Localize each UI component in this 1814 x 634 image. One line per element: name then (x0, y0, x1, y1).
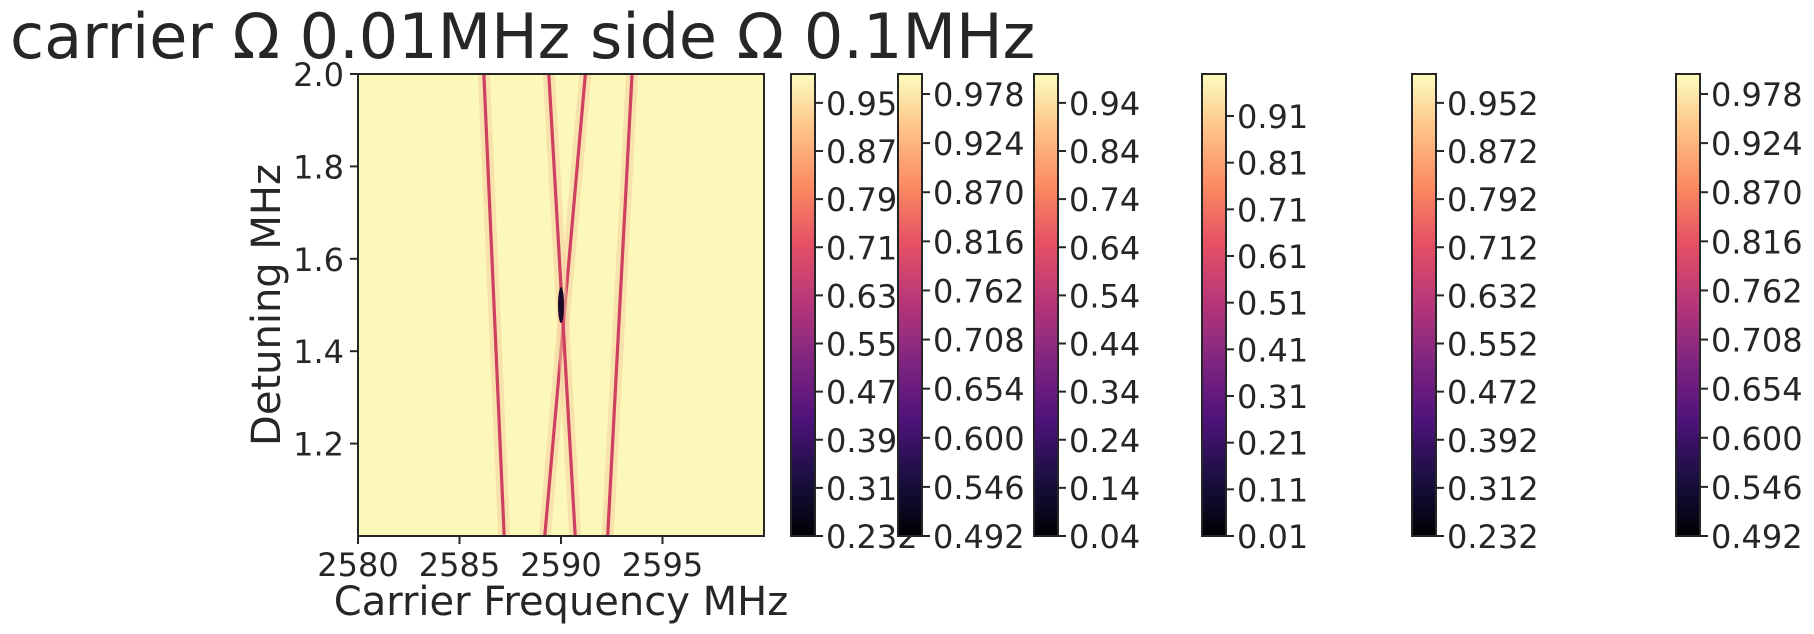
x-axis-ticks: 2580 2585 2590 2595 (317, 536, 703, 584)
colorbar-tick-label: 0.952 (1447, 85, 1539, 123)
colorbar-tick-label: 0.546 (933, 469, 1025, 507)
y-tick-label: 1.2 (293, 426, 344, 464)
colorbar-tick-label: 0.34 (1069, 374, 1140, 412)
x-tick-label: 2595 (622, 546, 703, 584)
colorbar-tick-label: 0.632 (1447, 277, 1539, 315)
colorbar-tick-label: 0.762 (1711, 272, 1803, 310)
x-tick-label: 2590 (520, 546, 601, 584)
colorbar-gradient (1412, 74, 1436, 536)
colorbar: 0.04 0.14 0.24 0.34 0.44 0.54 0.64 0.74 0.84 0.94 (1033, 73, 1140, 556)
colorbar-tick-label: 0.51 (1237, 285, 1308, 323)
colorbar-tick-label: 0.816 (1711, 223, 1803, 261)
colorbar: 0.01 0.11 0.21 0.31 0.41 0.51 0.61 0.71 0.81 0.91 (1201, 73, 1308, 556)
colorbar-tick-label: 0.04 (1069, 518, 1140, 556)
colorbar-tick-label: 0.64 (1069, 229, 1140, 267)
colorbar-tick-label: 0.654 (933, 371, 1025, 409)
colorbar-tick-label: 0.600 (1711, 420, 1803, 458)
colorbar-frame (1675, 73, 1701, 537)
y-tick-label: 1.8 (293, 148, 344, 186)
colorbar-gradient (1676, 74, 1700, 536)
colorbars: 0.232 0.312 0.392 0.472 0.552 0.632 0.712 0.792… (790, 73, 1803, 556)
colorbar-tick-label: 0.472 (1447, 374, 1539, 412)
x-axis-label: Carrier Frequency MHz (334, 579, 788, 625)
colorbar-tick-label: 0.14 (1069, 470, 1140, 508)
colorbar-tick-label: 0.872 (1447, 133, 1539, 171)
colorbar-gradient (1034, 74, 1058, 536)
colorbar-tick-label: 0.31 (1237, 378, 1308, 416)
colorbar-tick-label: 0.816 (933, 223, 1025, 261)
resonance-line (482, 73, 506, 537)
colorbar-tick-label: 0.492 (933, 518, 1025, 556)
colorbar-tick-label: 0.01 (1237, 518, 1308, 556)
colorbar-tick-label: 0.91 (1237, 98, 1308, 136)
colorbar-tick-label: 0.71 (1237, 191, 1308, 229)
colorbar-tick-label: 0.546 (1711, 469, 1803, 507)
colorbar-tick-label: 0.978 (933, 76, 1025, 114)
colorbar-tick-label: 0.41 (1237, 331, 1308, 369)
plot-area: 2580 2585 2590 2595 1.2 1.4 1.6 1.8 2.0 (293, 56, 765, 584)
colorbar-tick-label: 0.492 (1711, 518, 1803, 556)
colorbar-tick-label: 0.54 (1069, 277, 1140, 315)
colorbar-tick-label: 0.74 (1069, 181, 1140, 219)
colorbar-tick-label: 0.708 (1711, 322, 1803, 360)
colorbar-tick-label: 0.792 (1447, 181, 1539, 219)
colorbar-tick-label: 0.44 (1069, 326, 1140, 364)
x-tick-label: 2580 (317, 546, 398, 584)
x-tick-label: 2585 (419, 546, 500, 584)
colorbar-tick-label: 0.61 (1237, 238, 1308, 276)
colorbar-tick-label: 0.924 (933, 125, 1025, 163)
colorbar-tick-label: 0.870 (933, 174, 1025, 212)
y-axis-label: Detuning MHz (244, 164, 290, 446)
colorbar-gradient (898, 74, 922, 536)
colorbar: 0.232 0.312 0.392 0.472 0.552 0.632 0.712 0.792… (1411, 73, 1539, 556)
y-tick-label: 1.4 (293, 333, 344, 371)
colorbar-tick-label: 0.870 (1711, 174, 1803, 212)
colorbar-tick-label: 0.552 (1447, 326, 1539, 364)
chart-title: carrier Ω 0.01MHz side Ω 0.1MHz (10, 0, 1035, 73)
colorbar-frame (1411, 73, 1437, 537)
colorbar: 0.492 0.546 0.600 0.654 0.708 0.762 0.816 0.870… (1675, 73, 1803, 556)
resonance-line (606, 73, 634, 537)
colorbar-tick-label: 0.84 (1069, 133, 1140, 171)
colorbar-gradient (1202, 74, 1226, 536)
y-tick-label: 2.0 (293, 56, 344, 94)
resonance-lines (477, 73, 639, 537)
colorbar-tick-label: 0.11 (1237, 471, 1308, 509)
colorbar-tick-label: 0.312 (1447, 470, 1539, 508)
colorbar-frame (1033, 73, 1059, 537)
colorbar-tick-label: 0.94 (1069, 85, 1140, 123)
colorbar-tick-label: 0.708 (933, 322, 1025, 360)
colorbar-tick-label: 0.232 (1447, 518, 1539, 556)
colorbar-tick-label: 0.762 (933, 272, 1025, 310)
y-axis-ticks: 1.2 1.4 1.6 1.8 2.0 (293, 56, 358, 464)
colorbar-frame (897, 73, 923, 537)
colorbar-tick-label: 0.924 (1711, 125, 1803, 163)
colorbar-tick-label: 0.81 (1237, 145, 1308, 183)
colorbar-tick-label: 0.978 (1711, 76, 1803, 114)
y-tick-label: 1.6 (293, 241, 344, 279)
colorbar-tick-label: 0.21 (1237, 425, 1308, 463)
colorbar-tick-label: 0.392 (1447, 422, 1539, 460)
colorbar-gradient (791, 74, 815, 536)
colorbar-tick-label: 0.654 (1711, 371, 1803, 409)
colorbar-tick-label: 0.600 (933, 420, 1025, 458)
colorbar-frame (790, 73, 816, 537)
colorbar-tick-label: 0.712 (1447, 229, 1539, 267)
colorbar: 0.492 0.546 0.600 0.654 0.708 0.762 0.816 0.870… (897, 73, 1025, 556)
colorbar-tick-label: 0.24 (1069, 422, 1140, 460)
colorbar-frame (1201, 73, 1227, 537)
crossing-point (558, 287, 564, 323)
